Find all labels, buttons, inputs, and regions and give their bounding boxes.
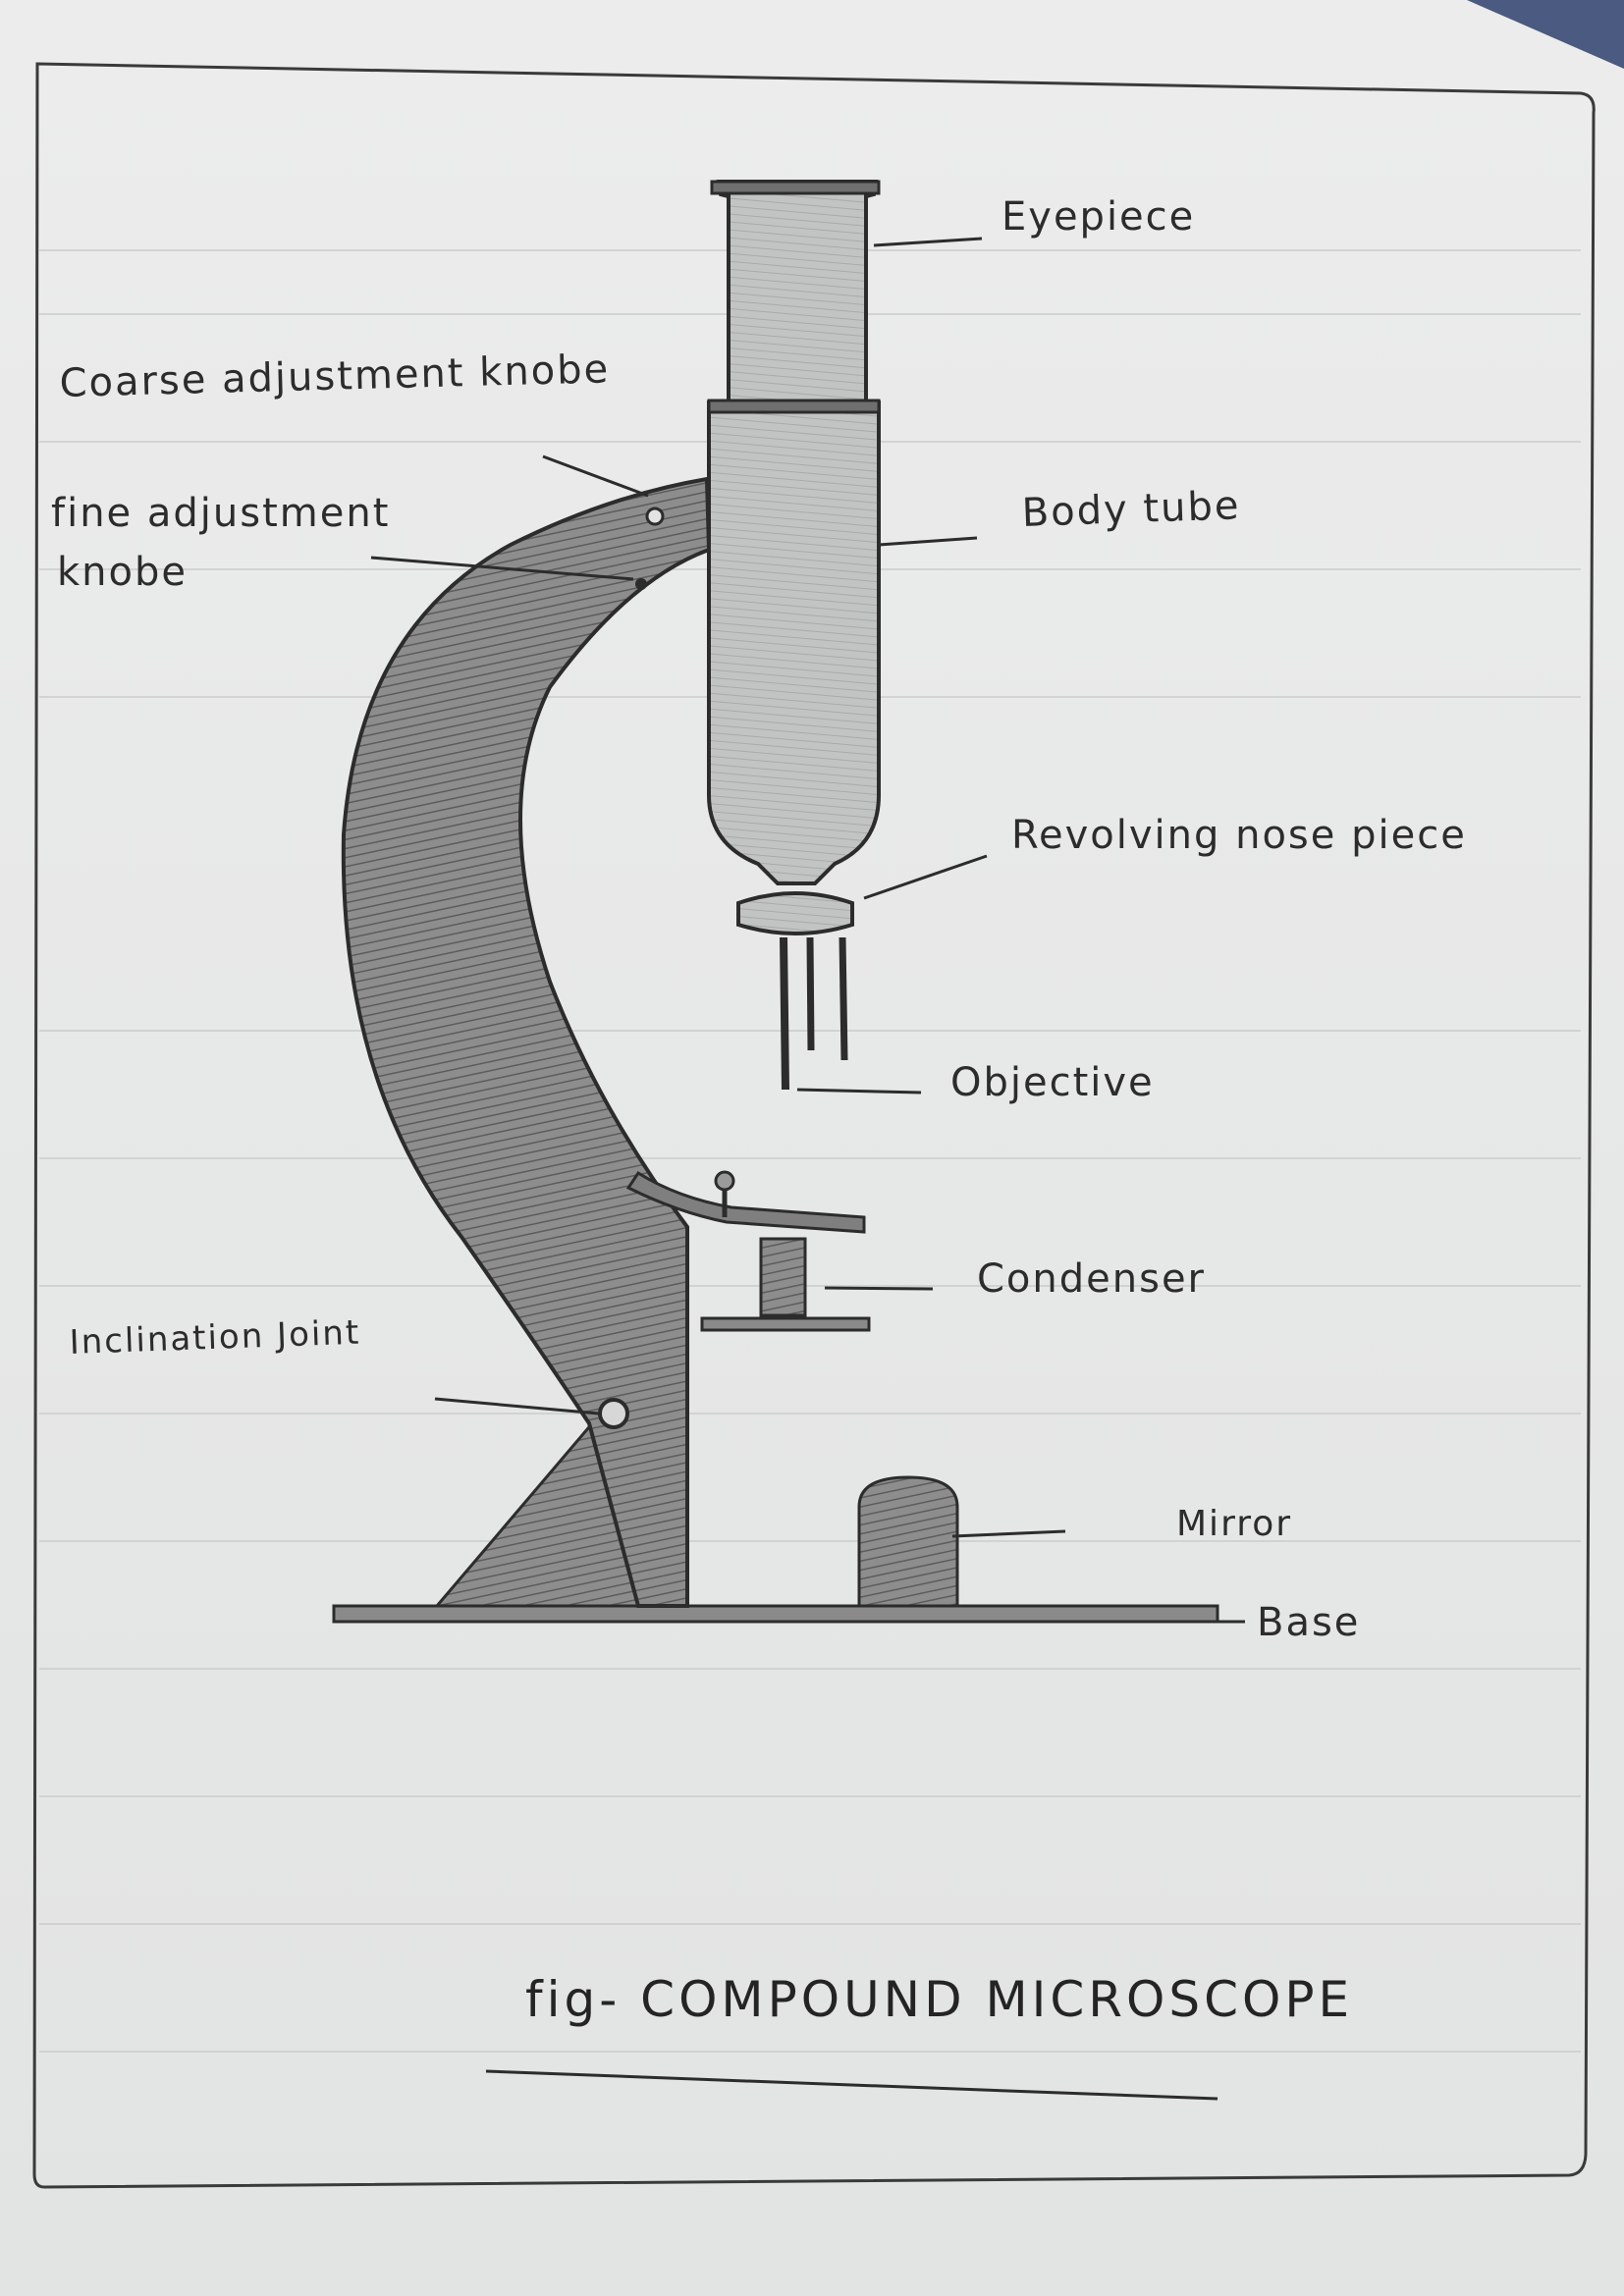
page-corner-background [1467,0,1624,69]
notebook-lines [39,249,1581,2053]
coarse-adjustment-knob [645,507,665,526]
stage-clip [714,1170,735,1192]
label-objective: Objective [950,1060,1155,1105]
condenser-plate [700,1316,871,1332]
inclination-joint [598,1398,629,1429]
stage-arm [625,1170,866,1234]
label-fine-adjustment-knob-line2: knobe [57,550,188,595]
page-border [32,62,1596,2189]
fine-adjustment-knob [635,578,647,590]
objective-lens-3 [839,936,848,1061]
revolving-nose-piece [736,891,854,935]
leader-lines [370,237,1245,1624]
caption-underline [485,2069,1218,2101]
mirror [857,1475,959,1608]
label-base: Base [1257,1600,1361,1645]
condenser [759,1237,807,1317]
label-eyepiece: Eyepiece [1001,194,1196,240]
body-tube [707,400,881,885]
objective-lens-2 [806,936,815,1051]
eyepiece [716,180,879,404]
figure-caption: fig- COMPOUND MICROSCOPE [525,1971,1354,2028]
label-fine-adjustment-knob-line1: fine adjustment [51,491,391,536]
base-plate [332,1604,1219,1624]
microscope-arm [341,476,712,1608]
label-mirror: Mirror [1176,1504,1293,1544]
objective-lens-1 [780,936,789,1091]
label-condenser: Condenser [977,1256,1206,1302]
label-revolving-nose-piece: Revolving nose piece [1011,813,1467,858]
label-body-tube: Body tube [1021,483,1242,536]
